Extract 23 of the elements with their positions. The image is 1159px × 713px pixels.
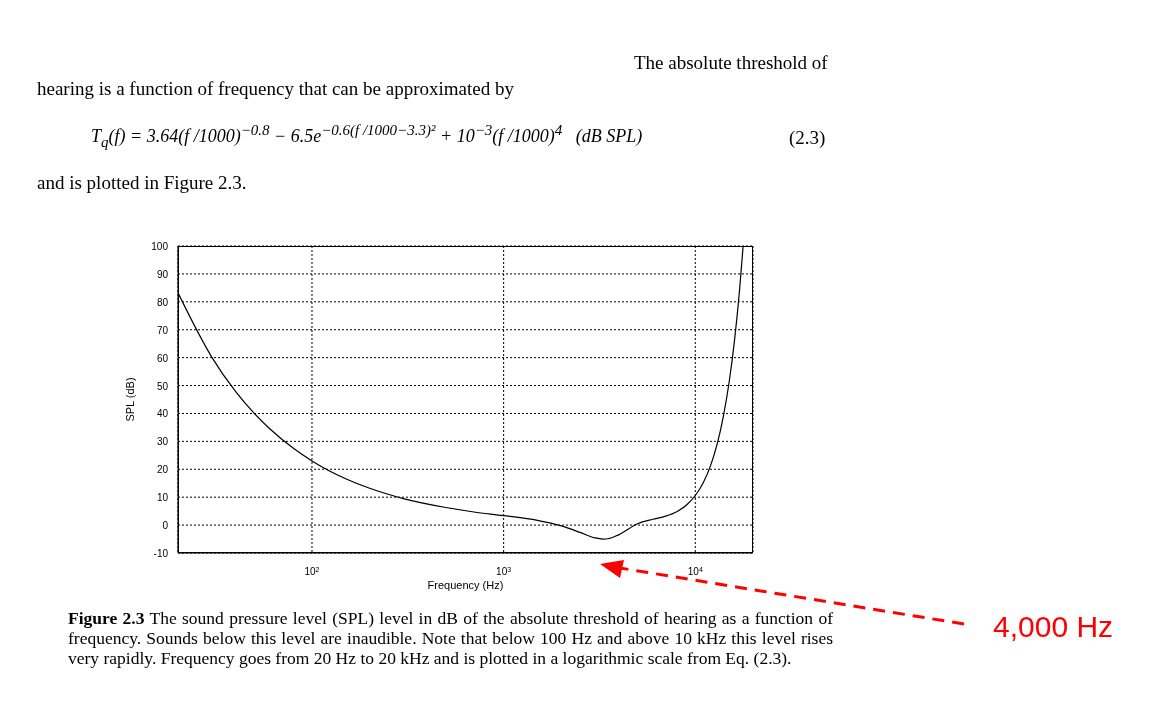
- y-tick-label: 80: [156, 296, 169, 308]
- x-tick-label: 10$^{2}$: [304, 565, 320, 577]
- y-axis-title: SPL (dB): [123, 377, 136, 422]
- y-tick-label: 60: [156, 352, 169, 364]
- text: (2.3): [789, 127, 826, 149]
- x-tick-label: 10$^{4}$: [687, 565, 703, 577]
- y-tick-label: 40: [156, 408, 169, 420]
- y-tick-label: 90: [156, 268, 169, 280]
- y-tick-label: -10: [153, 548, 169, 559]
- y-tick-label: 100: [151, 241, 169, 252]
- y-tick-label: 20: [156, 464, 169, 476]
- y-tick-label: 10: [156, 492, 169, 504]
- x-axis-title: Frequency (Hz): [427, 579, 504, 591]
- text: 4,000 Hz: [993, 610, 1114, 644]
- text: The absolute threshold of hearing is a function of frequency that can be approximated by: [37, 52, 828, 99]
- text: and is plotted in Figure 2.3.: [37, 172, 247, 194]
- y-tick-label: 30: [156, 436, 169, 448]
- caption: Figure 2.3 The sound pressure level (SPL) level in dB of the absolute threshold of hearing as a function of frequency. Sounds below this level are inaudible. Note that below 100 Hz and above 10 kHz this level rises very rapidly. Frequency goes from 20 Hz to 20 kHz and is plotted in a logarithmic scale from Eq. (2.3).: [68, 608, 833, 668]
- y-tick-label: 0: [162, 520, 169, 532]
- x-tick-label: 10$^{3}$: [496, 565, 512, 577]
- y-tick-label: 70: [156, 324, 169, 336]
- y-tick-label: 50: [156, 380, 169, 392]
- text: T$_{q}$(f) = 3.64(f /1000)$^{−0.8}$ − 6.5e$^{−0.6(f /1000−3.3)²}$ + 10$^{−3}$(f /1000)$^{4}$ (dB SPL): [91, 122, 643, 150]
